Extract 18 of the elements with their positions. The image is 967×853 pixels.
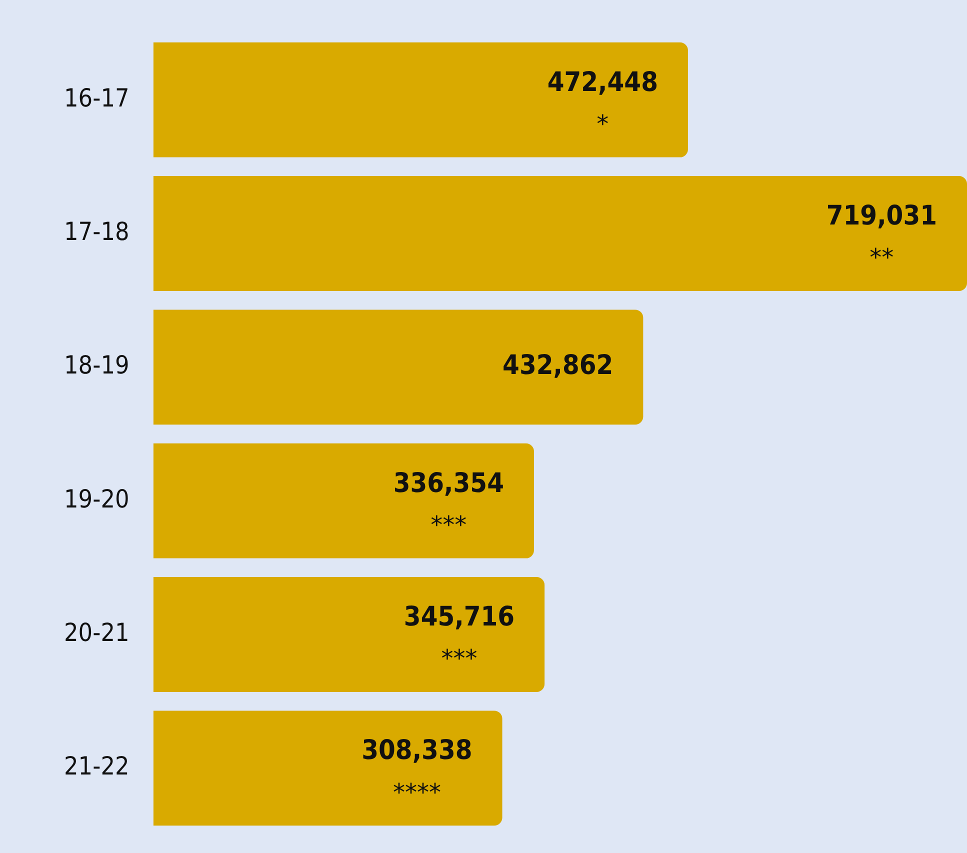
data-label: 719,031 ** (826, 200, 937, 272)
data-label: 308,338 **** (362, 735, 472, 806)
bar (153, 42, 688, 158)
bar (153, 710, 502, 826)
data-label: 336,354 *** (393, 468, 504, 540)
bar (153, 176, 967, 291)
bar (153, 577, 545, 692)
bar (153, 310, 644, 425)
y-tick-label: 21-22 (64, 752, 130, 781)
y-tick-label: 17-18 (64, 217, 130, 246)
data-label: 432,862 (502, 350, 614, 382)
y-tick-label: 20-21 (64, 618, 130, 647)
y-tick-label: 18-19 (64, 350, 130, 380)
data-label: 345,716 *** (404, 602, 515, 673)
y-tick-label: 19-20 (64, 484, 130, 514)
y-tick-label: 16-17 (64, 83, 130, 112)
data-label: 472,448 * (547, 66, 658, 138)
bar (153, 443, 534, 558)
